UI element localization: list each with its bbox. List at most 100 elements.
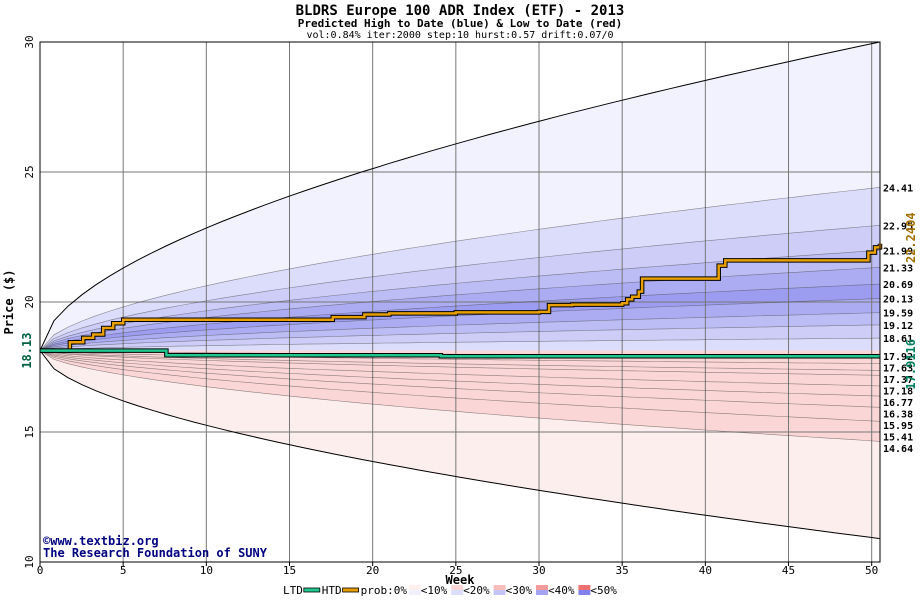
band-boundary [40,42,880,351]
legend-swatch-red [408,585,421,590]
band-value-label: 17.63 [883,364,913,375]
y-axis-ticks: 10 15 20 25 30 [23,35,36,568]
start-price-label: 18.13 [20,333,34,369]
x-tick-label: 30 [532,564,545,577]
legend-swatch-red [536,585,548,590]
band-value-label: 20.13 [883,295,913,306]
band-boundary [40,312,880,351]
lower-band-9 [40,350,880,442]
band-value-label: 17.37 [883,375,913,386]
band-value-label: 17.92 [883,352,913,363]
ltd-end-value-label: 17.9116 [904,339,918,390]
band-value-label: 15.41 [883,433,913,444]
band-value-labels: 24.41 22.95 21.99 21.33 20.69 20.13 19.5919.12… [883,183,913,455]
series-lines [40,243,883,359]
x-tick-label: 45 [782,564,795,577]
band-value-label: 18.61 [883,334,913,345]
legend-label: <30% [506,584,533,597]
y-tick-label: 10 [23,555,36,568]
band-value-label: 20.69 [883,280,913,291]
x-tick-label: 5 [120,564,127,577]
upper-band-6 [40,298,880,351]
band-value-label: 17.18 [883,387,913,398]
upper-band-5 [40,284,880,351]
y-tick-label: 15 [23,425,36,438]
band-boundary [40,298,880,351]
legend-line-swatch [303,587,321,593]
band-boundary [40,324,880,351]
legend-swatch-blue [578,590,591,595]
band-value-label: 16.38 [883,410,913,421]
legend-swatch-red [451,585,464,590]
band-boundary [40,337,880,351]
legend-swatch-red [493,585,506,590]
band-boundary [40,350,880,408]
x-tick-label: 50 [865,564,878,577]
ltd-series-line [40,349,880,358]
band-boundary [40,225,880,351]
upper-band-1 [40,187,880,351]
band-value-label: 21.99 [883,246,913,257]
band-value-label: 19.59 [883,309,913,320]
legend-label: <10% [421,584,448,597]
upper-band-8 [40,324,880,351]
band-boundary [40,283,880,351]
band-boundary [40,350,880,371]
band-boundary [40,350,880,442]
upper-band-4 [40,267,880,351]
chart-params: vol:0.84% iter:2000 step:10 hurst:0.57 d… [306,30,613,41]
legend-swatch-blue [451,590,464,595]
y-tick-label: 20 [23,295,36,308]
credit-website: ©www.textbiz.org [43,534,159,548]
htd-end-value-label: 22.2404 [904,212,918,263]
htd-series-line [40,243,882,352]
y-tick-label: 25 [23,165,36,178]
x-tick-label: 35 [616,564,629,577]
upper-band-7 [40,312,880,351]
credit-organization: The Research Foundation of SUNY [43,546,268,560]
x-tick-label: 25 [449,564,462,577]
legend-label: LTD [283,584,303,597]
upper-band-9 [40,338,880,351]
legend-line-swatch [342,587,360,593]
band-value-label: 22.95 [883,221,913,232]
y-tick-label: 30 [23,35,36,48]
chart-title: BLDRS Europe 100 ADR Index (ETF) - 2013 [296,3,625,19]
chart-subtitle: Predicted High to Date (blue) & Low to D… [298,17,623,30]
upper-band-3 [40,250,880,351]
band-value-label: 16.77 [883,398,913,409]
legend-label: HTD [322,584,342,597]
band-boundary [40,350,880,397]
x-tick-label: 15 [283,564,296,577]
grid-lines [40,42,880,562]
legend-swatch-blue [536,590,548,595]
legend-swatch-blue [493,590,506,595]
legend-label: <20% [463,584,490,597]
band-boundary [40,350,880,387]
legend-label: <40% [548,584,575,597]
band-boundary-lines [40,42,880,540]
legend: LTD HTD prob:0% <10% <20% <30% <40% <50% [283,584,617,597]
x-tick-label: 10 [200,564,213,577]
legend-label: <50% [590,584,617,597]
x-tick-label: 20 [366,564,379,577]
band-value-label: 21.33 [883,263,913,274]
legend-swatch-red [578,585,591,590]
band-value-label: 24.41 [883,183,913,194]
y-axis-label: Price ($) [2,269,16,334]
band-boundary [40,187,880,351]
band-boundary [40,350,880,422]
band-value-label: 19.12 [883,321,913,332]
x-axis-ticks: 0 5 10 15 20 25 30 35 40 45 50 [37,562,878,577]
x-axis-label: Week [446,573,476,587]
plot-frame [39,41,881,563]
band-value-label: 14.64 [883,444,913,455]
band-boundary [40,350,880,376]
band-boundary [40,350,880,540]
upper-band-2 [40,225,880,351]
legend-label: prob:0% [361,584,408,597]
legend-swatch-blue [408,590,421,595]
upper-band-0 [40,42,880,351]
probability-bands [40,42,880,539]
